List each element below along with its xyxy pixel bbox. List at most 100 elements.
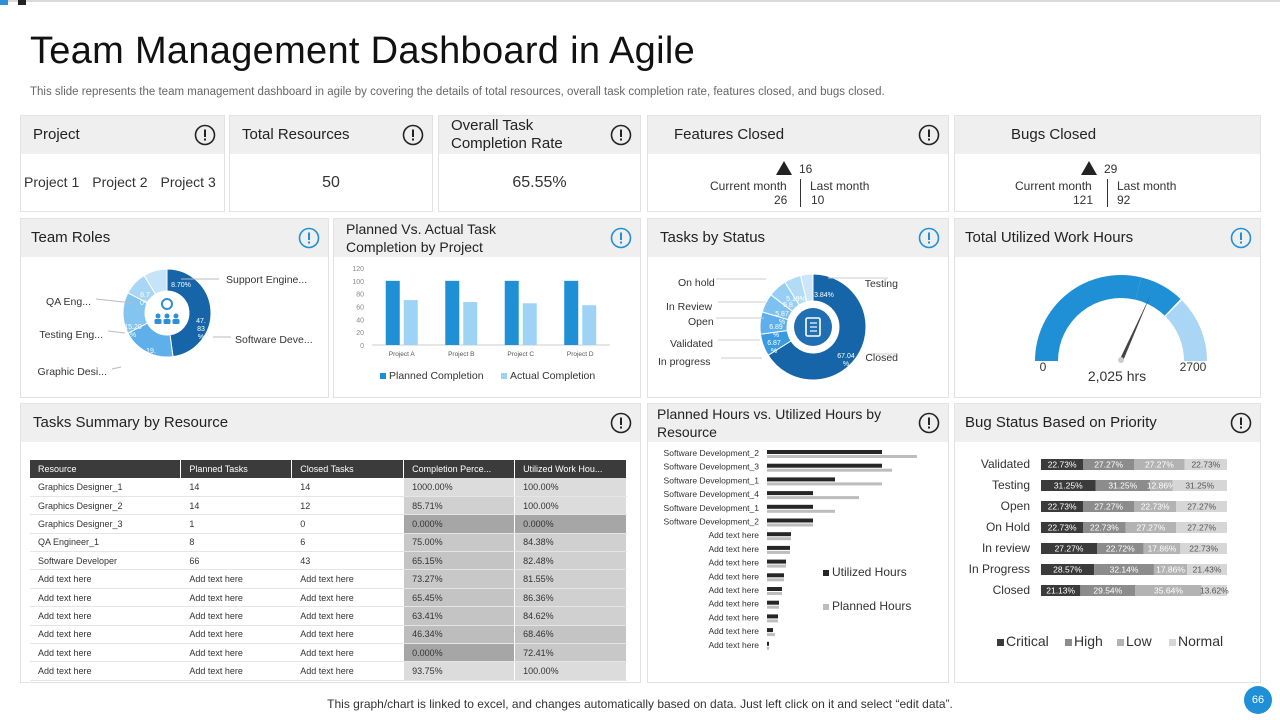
table-row[interactable]: Add text here Add text here Add text here 6… [30, 588, 627, 608]
leader-line [111, 366, 122, 370]
needle-hub [1118, 357, 1124, 363]
column-header[interactable]: Utilized Work Hou... [514, 460, 627, 478]
bar-utilized [767, 504, 813, 509]
project-item[interactable]: Project 2 [92, 174, 148, 190]
planned-actual-header: Planned Vs. Actual Task Completion by Pr… [346, 221, 496, 255]
gauge-remaining [1165, 300, 1207, 361]
alert-icon[interactable] [918, 412, 940, 434]
column-header[interactable]: Closed Tasks [291, 460, 405, 478]
alert-icon[interactable] [610, 412, 632, 434]
card-header: Tasks by Status [648, 219, 948, 257]
stacked-segment [1176, 522, 1227, 533]
bar-utilized [767, 641, 769, 646]
table-row[interactable]: Software Developer 66 43 65.15% 82.48% [30, 551, 627, 571]
info-icon[interactable] [918, 227, 940, 249]
bugs-last-value: 92 [1117, 193, 1131, 207]
table-cell: 84.62% [514, 606, 627, 626]
bar-utilized [767, 600, 779, 605]
card-header: Overall Task Completion Rate [439, 116, 640, 154]
stacked-segment [1041, 480, 1096, 491]
bugs-current-label: Current month [1015, 179, 1092, 193]
project-item[interactable]: Project 1 [24, 174, 80, 190]
alert-icon[interactable] [610, 124, 632, 146]
table-cell: 14 [180, 478, 293, 497]
table-row[interactable]: Add text here Add text here Add text here 9… [30, 661, 627, 681]
column-header[interactable]: Completion Perce... [403, 460, 516, 478]
table-row[interactable]: Add text here Add text here Add text here 7… [30, 569, 627, 589]
table-cell: Add text here [30, 643, 182, 663]
stacked-segment [1153, 564, 1188, 575]
slice-value: 67.04 [837, 353, 855, 360]
table-cell: 84.38% [514, 533, 627, 553]
table-cell: 72.41% [514, 643, 627, 663]
donut-slice [166, 268, 212, 358]
features-delta: 16 [799, 162, 813, 176]
info-icon[interactable] [298, 227, 320, 249]
category-label: Add text here [708, 544, 759, 554]
table-cell: Add text here [180, 588, 293, 608]
y-tick-label: 60 [356, 305, 364, 312]
hours-by-resource-chart[interactable]: Software Development_2 Software Developme… [648, 442, 948, 682]
card-header: Total Resources [230, 116, 432, 154]
table-row[interactable]: Graphics Designer_3 1 0 0.000% 0.000% [30, 514, 627, 534]
tasks-status-chart[interactable]: 3.84%5.19%5.85.87%6.89%6.87%67.04%On hol… [648, 257, 948, 397]
slice-value: 5.87 [775, 311, 789, 318]
segment-label: 31.25% [1108, 481, 1137, 491]
info-icon[interactable] [610, 227, 632, 249]
segment-label: 27.27% [1055, 544, 1084, 554]
bar-utilized [767, 614, 778, 619]
team-icon [154, 298, 180, 324]
slice-value: 3.84% [814, 292, 834, 299]
table-cell: 8 [180, 533, 293, 553]
table-cell: Add text here [30, 569, 182, 589]
bar-planned [767, 592, 782, 595]
legend-label: Critical [1006, 633, 1049, 649]
bugs-closed-card: Bugs Closed 29 Current month 121 Last mo… [954, 115, 1261, 212]
project-item[interactable]: Project 3 [160, 174, 216, 190]
hours-by-resource-header: Planned Hours vs. Utilized Hours by Reso… [657, 406, 882, 440]
segment-label: 28.57% [1053, 565, 1082, 575]
bar [385, 280, 400, 345]
table-cell: 43 [291, 551, 405, 571]
up-triangle-icon [1081, 161, 1097, 175]
bar-planned [767, 633, 775, 637]
table-row[interactable]: Add text here Add text here Add text here 6… [30, 606, 627, 626]
features-closed-header: Features Closed [674, 126, 785, 143]
table-row[interactable]: Add text here Add text here Add text here 4… [30, 625, 627, 645]
table-cell: Add text here [180, 569, 293, 589]
category-label: Software Development_1 [664, 475, 760, 485]
bug-priority-chart[interactable]: Validated 22.73% 27.27% 27.27% 22.73% Testing… [955, 442, 1260, 682]
table-cell: 75.00% [403, 533, 516, 553]
table-row[interactable]: Add text here Add text here Add text here 0… [30, 643, 627, 663]
table-row[interactable]: QA Engineer_1 8 6 75.00% 84.38% [30, 533, 627, 553]
info-icon[interactable] [1230, 227, 1252, 249]
segment-label: 22.72% [1106, 544, 1135, 554]
legend-label: High [1074, 633, 1103, 649]
table-row[interactable]: Graphics Designer_1 14 14 1000.00% 100.00% [30, 478, 627, 497]
stacked-segment [1184, 459, 1227, 470]
team-roles-chart[interactable]: 8.70% 8.70% 15.20% 19.57% 47.83% Support Engi… [21, 257, 329, 397]
bar [403, 300, 418, 345]
work-hours-gauge[interactable]: 0 2700 2,025 hrs [955, 257, 1260, 397]
table-cell: 100.00% [514, 661, 627, 681]
slice-value: 5.8 [783, 302, 793, 309]
bar-utilized [767, 532, 791, 537]
table-cell: Add text here [291, 569, 405, 589]
page-subtitle: This slide represents the team managemen… [30, 86, 885, 98]
category-label: Closed [865, 352, 898, 364]
alert-icon[interactable] [918, 124, 940, 146]
column-header[interactable]: Resource [30, 460, 182, 478]
planned-actual-chart[interactable]: 0 20 40 60 80 100 120 Project A Project B Project… [334, 257, 640, 397]
tasks-summary-table[interactable]: Resource Planned Tasks Closed Tasks Comp… [30, 460, 627, 681]
table-row[interactable]: Graphics Designer_2 14 12 85.71% 100.00% [30, 496, 627, 516]
stacked-segment [1143, 543, 1181, 554]
team-roles-card: Team Roles 8.70% 8.7 0% 15.20% 19. 57% 47. 83% S… [20, 218, 329, 398]
stacked-segment [1134, 501, 1177, 512]
alert-icon[interactable] [402, 124, 424, 146]
segment-label: 22.73% [1048, 460, 1077, 470]
gear-shape [161, 298, 173, 310]
table-cell: 6 [291, 533, 405, 553]
alert-icon[interactable] [194, 124, 216, 146]
column-header[interactable]: Planned Tasks [180, 460, 293, 478]
alert-icon[interactable] [1230, 412, 1252, 434]
